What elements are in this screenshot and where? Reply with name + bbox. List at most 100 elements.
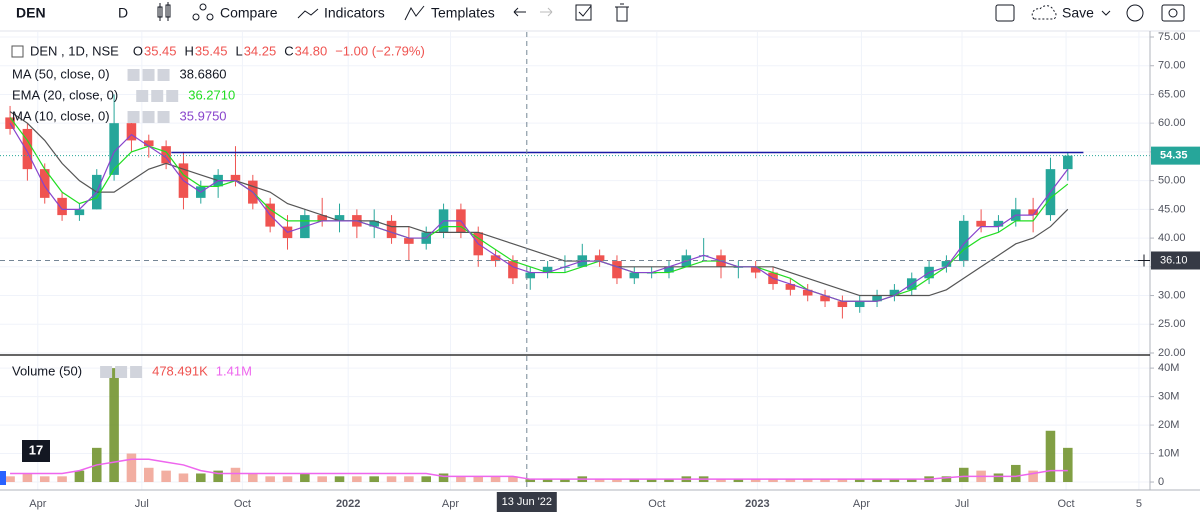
compare[interactable]: Compare	[220, 5, 278, 21]
volume-bar	[1011, 464, 1021, 483]
candle-body	[629, 272, 640, 279]
compare-icon[interactable]	[192, 3, 214, 21]
indicators-icon[interactable]	[297, 8, 319, 19]
volume-bar	[716, 479, 726, 483]
volume-bar	[750, 479, 761, 483]
y-tick-label: 20.00	[1158, 347, 1186, 359]
candle-body	[889, 289, 900, 296]
legend-text: 34.80	[295, 43, 328, 58]
layout-icon[interactable]	[995, 4, 1015, 22]
candle-icon[interactable]	[157, 2, 171, 21]
legend-series-name: MA (50, close, 0)	[12, 66, 110, 81]
interval[interactable]: D	[118, 5, 128, 21]
legend-button	[157, 111, 170, 123]
legend-series-name: MA (10, close, 0)	[12, 108, 110, 123]
volume-bar	[144, 467, 154, 483]
volume-bar	[109, 368, 119, 483]
volume-bar	[456, 476, 466, 483]
volume-bar	[958, 467, 969, 483]
candle-body	[837, 301, 848, 308]
camera-icon[interactable]	[1161, 4, 1185, 22]
crosshair-x-tag	[496, 492, 557, 512]
volume-bar	[404, 476, 414, 483]
svg-text:17: 17	[29, 442, 43, 457]
volume-bar	[196, 473, 206, 483]
volume-bar	[525, 479, 536, 483]
volume-bar	[941, 476, 952, 483]
legend-text: DEN , 1D, NSE	[30, 43, 119, 58]
candle-body	[525, 272, 536, 279]
indicator-line	[9, 111, 1069, 297]
volume-bar	[178, 473, 189, 483]
x-tick-label: Oct	[648, 498, 665, 510]
trash-icon[interactable]	[615, 3, 629, 22]
candle-body	[872, 295, 882, 302]
templates[interactable]: Templates	[431, 5, 495, 21]
candle-body	[74, 209, 85, 216]
candle-body	[802, 289, 813, 296]
indicators[interactable]: Indicators	[324, 5, 385, 21]
volume-bar	[300, 473, 310, 483]
candle-body	[820, 295, 830, 302]
volume-bar	[248, 473, 258, 483]
y-tick-label: 40.00	[1158, 232, 1186, 244]
volume-legend-name: Volume (50)	[12, 363, 82, 378]
y-tick-label: 70.00	[1158, 60, 1186, 72]
volume-bar	[802, 479, 813, 483]
x-tick-label: Apr	[853, 498, 870, 510]
candle-body	[230, 174, 241, 181]
candle-body	[161, 146, 171, 164]
templates-icon[interactable]	[404, 5, 425, 21]
candle-body	[542, 266, 553, 273]
x-tick-label: Apr	[442, 498, 459, 510]
plot	[0, 32, 1150, 490]
save[interactable]: Save	[1062, 5, 1094, 21]
x-tick-label: 5	[1136, 498, 1142, 510]
y-tick-label: 45.00	[1158, 203, 1186, 215]
y-tick-label: 75.00	[1158, 31, 1186, 43]
legend-text: −1.00 (−2.79%)	[335, 43, 425, 58]
symbol[interactable]: DEN	[16, 5, 46, 21]
volume-bar	[785, 479, 796, 483]
volume-bar	[594, 479, 605, 483]
crosshair-y-label: 36.10	[1160, 254, 1188, 266]
candle-body	[404, 238, 414, 244]
volume-bar	[646, 479, 657, 483]
save-menu[interactable]	[1101, 10, 1111, 16]
volume-bar	[837, 479, 848, 483]
legend-button	[127, 111, 140, 123]
candle-body	[612, 261, 622, 279]
legend-button	[166, 90, 179, 102]
undo[interactable]	[513, 7, 526, 17]
candle-body	[109, 123, 119, 175]
candle-body	[508, 261, 518, 279]
legend-series-value: 38.6860	[180, 66, 227, 81]
toolbar: DEN D Compare Indicators Templates Save	[16, 2, 1185, 22]
volume-bar	[889, 479, 900, 483]
candle-body	[664, 266, 674, 273]
volume-bar	[629, 479, 640, 483]
y-tick-label: 30.00	[1158, 289, 1186, 301]
volume-bar	[421, 476, 431, 483]
cloud-icon[interactable]	[1031, 5, 1057, 20]
redo[interactable]	[540, 7, 553, 17]
volume-bar	[352, 476, 362, 483]
volume-bar	[473, 476, 484, 483]
volume-tick-label: 10M	[1158, 447, 1179, 459]
volume-tick-label: 20M	[1158, 419, 1179, 431]
volume-bar	[74, 470, 85, 483]
legend-text: 35.45	[195, 43, 228, 58]
settings-icon[interactable]	[1126, 4, 1144, 22]
volume-bar	[230, 467, 241, 483]
legend-text: H	[185, 43, 194, 58]
volume-bar	[542, 479, 553, 483]
collapse-button[interactable]	[0, 471, 6, 485]
check-icon[interactable]	[575, 4, 592, 21]
volume-bar	[733, 479, 744, 483]
candle-body	[386, 220, 397, 239]
volume-bar	[854, 479, 865, 483]
candle-body	[993, 220, 1004, 227]
y-tick-label: 65.00	[1158, 88, 1186, 100]
legend-button	[142, 69, 155, 81]
volume-bar	[508, 476, 518, 483]
